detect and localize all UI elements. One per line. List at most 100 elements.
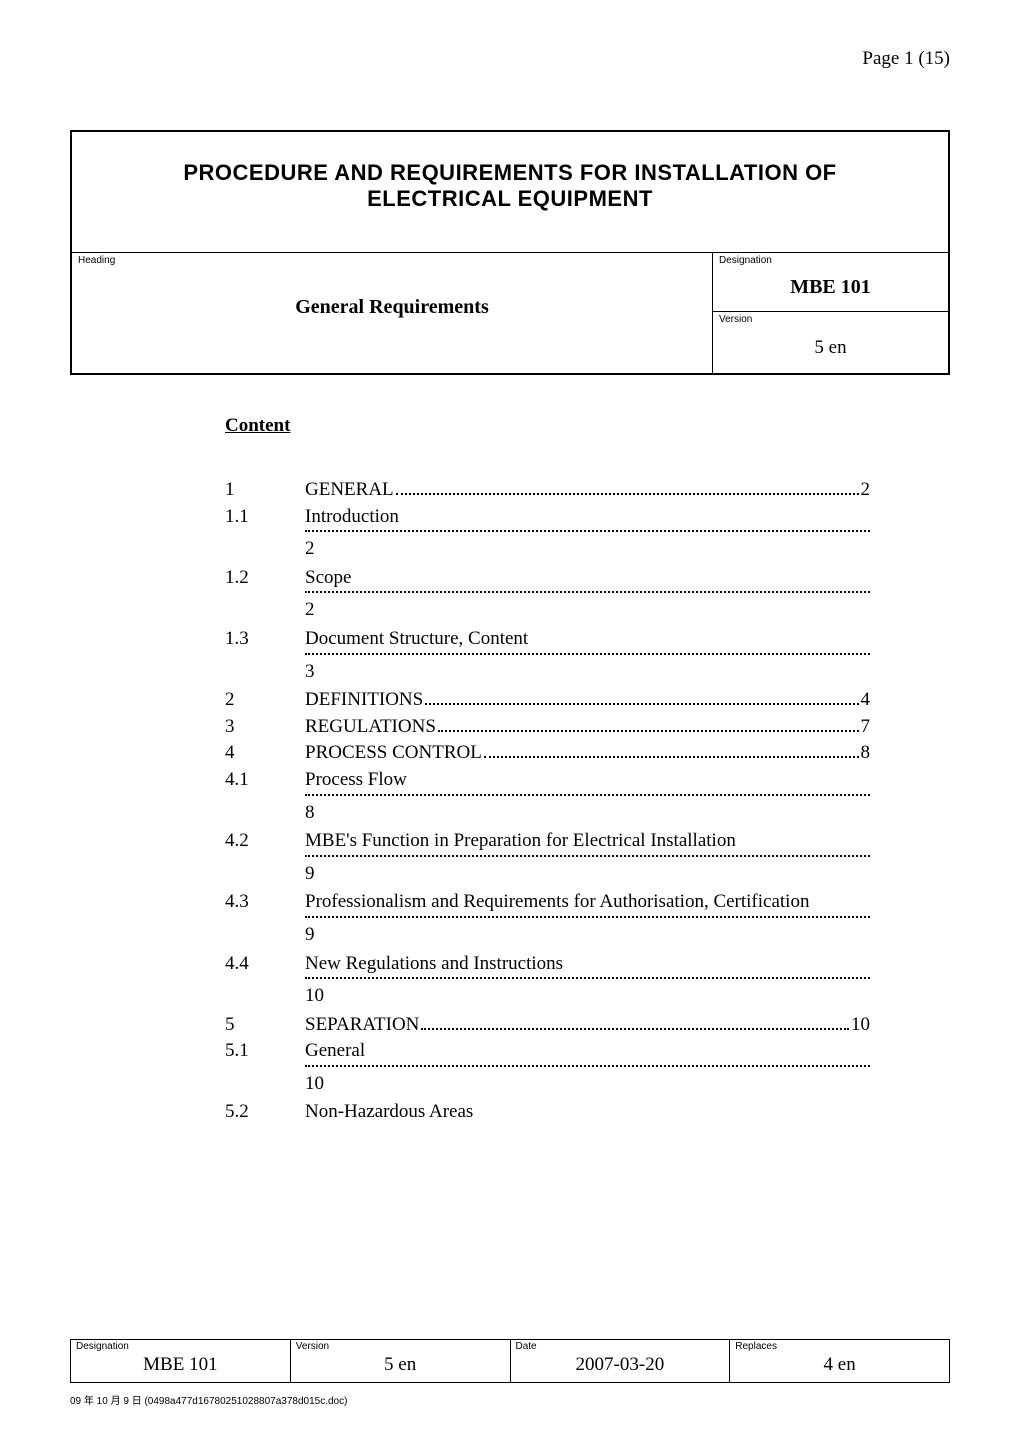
- version-value: 5 en: [713, 327, 948, 371]
- toc-page-row: 10: [225, 1071, 870, 1098]
- header-right-column: Designation MBE 101 Version 5 en: [713, 253, 948, 373]
- toc-title: Document Structure, Content: [305, 626, 870, 653]
- toc-num: 4: [225, 740, 305, 767]
- toc-entry: 4.2MBE's Function in Preparation for Ele…: [225, 828, 870, 855]
- toc-num: 1: [225, 477, 305, 504]
- footer-replaces-value: 4 en: [730, 1352, 949, 1382]
- toc-text: REGULATIONS 7: [305, 714, 870, 741]
- designation-cell: Designation MBE 101: [713, 253, 948, 312]
- toc-num: 4.2: [225, 828, 305, 855]
- toc-page: 10: [851, 1012, 870, 1039]
- toc-dots: [305, 530, 870, 532]
- toc-dots: [305, 855, 870, 857]
- toc-entry: 4PROCESS CONTROL 8: [225, 740, 870, 767]
- footer-date-label: Date: [511, 1340, 730, 1352]
- toc-text: PROCESS CONTROL 8: [305, 740, 870, 767]
- toc-page: 2: [305, 597, 315, 624]
- toc-num: 4.4: [225, 951, 305, 978]
- footer-table: Designation MBE 101 Version 5 en Date 20…: [70, 1339, 950, 1383]
- toc-text: SEPARATION 10: [305, 1012, 870, 1039]
- toc-num: 2: [225, 687, 305, 714]
- toc-page: 10: [305, 1071, 324, 1098]
- footnote: 09 年 10 月 9 日 (0498a477d16780251028807a3…: [70, 1392, 347, 1407]
- toc-num: 5.1: [225, 1038, 305, 1065]
- toc-page-row: 10: [225, 983, 870, 1010]
- toc-entry: 4.3Professionalism and Requirements for …: [225, 889, 870, 916]
- toc-num: 5.2: [225, 1099, 305, 1126]
- toc-page: 9: [305, 861, 315, 888]
- designation-label: Designation: [713, 253, 948, 268]
- toc-title: Non-Hazardous Areas: [305, 1099, 870, 1126]
- toc-dots: [421, 1028, 849, 1030]
- toc-num: 4.1: [225, 767, 305, 794]
- toc-page: 4: [861, 687, 871, 714]
- footer-version-value: 5 en: [291, 1352, 510, 1382]
- header-meta-row: Heading General Requirements Designation…: [72, 252, 948, 373]
- footer-date-value: 2007-03-20: [511, 1352, 730, 1382]
- toc-page: 10: [305, 983, 324, 1010]
- toc-entry: 3REGULATIONS 7: [225, 714, 870, 741]
- footer-date-cell: Date 2007-03-20: [510, 1340, 730, 1383]
- toc-title: PROCESS CONTROL: [305, 740, 482, 767]
- toc-num: 3: [225, 714, 305, 741]
- toc-entry: 5SEPARATION 10: [225, 1012, 870, 1039]
- toc-dots: [305, 1065, 870, 1067]
- toc-page: 2: [305, 536, 315, 563]
- toc-entry: 1.2Scope: [225, 565, 870, 592]
- page-number: Page 1 (15): [862, 48, 950, 70]
- toc-num: 5: [225, 1012, 305, 1039]
- toc-dots: [484, 756, 859, 758]
- footer-designation-label: Designation: [71, 1340, 290, 1352]
- heading-value: General Requirements: [72, 268, 712, 319]
- toc-text: DEFINITIONS 4: [305, 687, 870, 714]
- toc-page-row: 8: [225, 800, 870, 827]
- toc-entry: 1GENERAL 2: [225, 477, 870, 504]
- toc-entry: 4.1Process Flow: [225, 767, 870, 794]
- toc-dots: [305, 653, 870, 655]
- toc-page: 8: [861, 740, 871, 767]
- toc-title: DEFINITIONS: [305, 687, 423, 714]
- document-title: PROCEDURE AND REQUIREMENTS FOR INSTALLAT…: [72, 132, 948, 252]
- toc-num: 1.3: [225, 626, 305, 653]
- title-line-2: ELECTRICAL EQUIPMENT: [112, 186, 908, 212]
- toc-title: GENERAL: [305, 477, 394, 504]
- toc-num: 4.3: [225, 889, 305, 916]
- toc-title: Professionalism and Requirements for Aut…: [305, 889, 870, 916]
- toc-title: SEPARATION: [305, 1012, 419, 1039]
- toc-title: Process Flow: [305, 767, 870, 794]
- toc-entry: 5.2Non-Hazardous Areas: [225, 1099, 870, 1126]
- footer-version-label: Version: [291, 1340, 510, 1352]
- toc-page: 7: [861, 714, 871, 741]
- content-section: Content 1GENERAL21.1Introduction21.2Scop…: [225, 415, 870, 1126]
- toc-num: 1.2: [225, 565, 305, 592]
- version-cell: Version 5 en: [713, 312, 948, 371]
- toc-dots: [305, 794, 870, 796]
- heading-cell: Heading General Requirements: [72, 253, 713, 373]
- toc-page: 9: [305, 922, 315, 949]
- table-of-contents: 1GENERAL21.1Introduction21.2Scope21.3Doc…: [225, 477, 870, 1126]
- content-heading: Content: [225, 415, 870, 437]
- toc-page-row: 2: [225, 597, 870, 624]
- toc-entry: 5.1General: [225, 1038, 870, 1065]
- footer-designation-value: MBE 101: [71, 1352, 290, 1382]
- toc-text: GENERAL 2: [305, 477, 870, 504]
- toc-entry: 1.3Document Structure, Content: [225, 626, 870, 653]
- toc-page: 3: [305, 659, 315, 686]
- version-label: Version: [713, 312, 948, 327]
- toc-title: MBE's Function in Preparation for Electr…: [305, 828, 870, 855]
- toc-page-row: 3: [225, 659, 870, 686]
- title-line-1: PROCEDURE AND REQUIREMENTS FOR INSTALLAT…: [112, 160, 908, 186]
- footer-replaces-label: Replaces: [730, 1340, 949, 1352]
- toc-dots: [305, 916, 870, 918]
- toc-title: REGULATIONS: [305, 714, 436, 741]
- document-header-box: PROCEDURE AND REQUIREMENTS FOR INSTALLAT…: [70, 130, 950, 375]
- toc-title: Scope: [305, 565, 870, 592]
- toc-page-row: 9: [225, 922, 870, 949]
- toc-dots: [425, 703, 858, 705]
- designation-value: MBE 101: [713, 268, 948, 303]
- toc-title: New Regulations and Instructions: [305, 951, 870, 978]
- toc-page: 2: [861, 477, 871, 504]
- toc-entry: 1.1Introduction: [225, 504, 870, 531]
- toc-entry: 2DEFINITIONS 4: [225, 687, 870, 714]
- footer-version-cell: Version 5 en: [290, 1340, 510, 1383]
